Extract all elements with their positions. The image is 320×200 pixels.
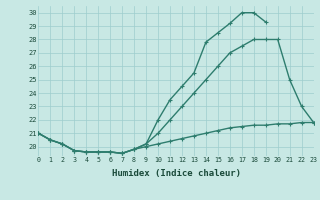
X-axis label: Humidex (Indice chaleur): Humidex (Indice chaleur)	[111, 169, 241, 178]
